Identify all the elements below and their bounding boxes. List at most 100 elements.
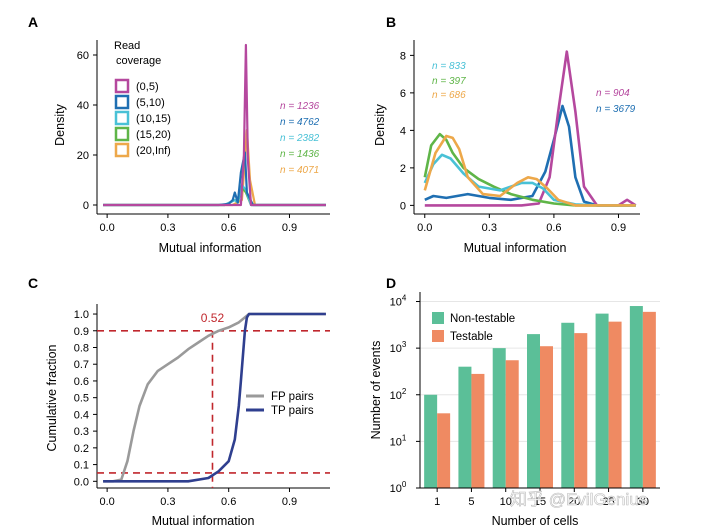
d-bar <box>471 373 485 488</box>
c-ytick-label: 0.6 <box>74 376 89 388</box>
legend-swatch <box>114 78 130 94</box>
d-bar <box>527 334 540 488</box>
d-ytick-label: 102 <box>390 387 407 402</box>
c-ytick-label: 0.7 <box>74 359 89 371</box>
b-series-line <box>423 153 636 207</box>
c-series-line <box>103 312 326 483</box>
d-bar <box>608 321 622 488</box>
d-ytick-label: 100 <box>390 480 407 495</box>
a-xtick-label: 0.6 <box>221 222 236 234</box>
d-ytick-label: 101 <box>390 433 407 448</box>
d-bar <box>561 322 575 488</box>
c-ytick-label: 0.2 <box>74 443 89 455</box>
legend-swatch <box>114 110 130 126</box>
panel-letter-b: B <box>386 14 396 30</box>
b-xtick-label: 0.0 <box>417 222 432 234</box>
legend-label: (0,5) <box>136 81 159 93</box>
c-ytick-label: 0.9 <box>74 326 89 338</box>
legend-label: (15,20) <box>136 129 171 141</box>
panel-d-xlabel: Number of cells <box>492 514 579 528</box>
a-ytick-label: 20 <box>77 150 89 162</box>
panel-a-xlabel: Mutual information <box>159 241 262 255</box>
d-bar <box>642 311 656 488</box>
panel-c-ylabel: Cumulative fraction <box>45 344 59 451</box>
legend-swatch <box>114 142 130 158</box>
c-ytick-label: 0.3 <box>74 426 89 438</box>
b-n-label: n = 3679 <box>596 104 636 115</box>
b-series-line <box>423 134 636 207</box>
b-ytick-label: 8 <box>400 50 406 62</box>
watermark: 知乎 @EvilGenius <box>510 490 647 509</box>
legend-label: (5,10) <box>136 97 165 109</box>
panel-letter-a: A <box>28 14 38 30</box>
a-series-line <box>103 43 326 207</box>
d-legend-swatch <box>432 312 444 324</box>
b-ytick-label: 2 <box>400 163 406 175</box>
d-xtick-label: 25 <box>602 496 614 508</box>
a-n-label: n = 1436 <box>280 149 320 160</box>
c-series-line <box>103 312 326 483</box>
a-xtick-label: 0.9 <box>282 222 297 234</box>
c-ytick-label: 0.4 <box>74 409 89 421</box>
d-bar <box>492 348 506 488</box>
panel-b-ylabel: Density <box>373 103 387 145</box>
d-bar <box>574 333 588 488</box>
c-legend-label: TP pairs <box>271 405 314 417</box>
c-ytick-label: 1.0 <box>74 309 89 321</box>
a-xtick-label: 0.3 <box>160 222 175 234</box>
a-series-line <box>103 186 326 207</box>
d-xtick-label: 30 <box>637 496 649 508</box>
panel-c-xlabel: Mutual information <box>152 514 255 528</box>
b-n-label: n = 397 <box>432 76 466 87</box>
d-xtick-label: 1 <box>434 496 440 508</box>
panel-d-ylabel: Number of events <box>369 341 383 440</box>
panel-b-xlabel: Mutual information <box>464 241 567 255</box>
a-ytick-label: 40 <box>77 100 89 112</box>
a-n-label: n = 4071 <box>280 165 319 176</box>
b-xtick-label: 0.9 <box>611 222 626 234</box>
d-xtick-label: 5 <box>468 496 474 508</box>
legend-label: (20,Inf) <box>136 145 171 157</box>
c-ytick-label: 0.0 <box>74 476 89 488</box>
a-n-label: n = 1236 <box>280 101 320 112</box>
panel-c: 0.52 0.0 0.1 0.2 0.3 0.4 0.5 0.6 0.7 0.8 0.9 1.0 0… <box>45 304 330 528</box>
b-ytick-label: 0 <box>400 200 406 212</box>
a-ytick-label: 60 <box>77 50 89 62</box>
legend-title-line2: coverage <box>116 55 161 67</box>
d-bar <box>437 413 451 488</box>
panel-a: 0 20 40 60 0.0 0.3 0.6 0.9 Density Mutual info… <box>53 40 330 255</box>
d-bar <box>540 346 553 488</box>
panel-letter-d: D <box>386 275 396 291</box>
d-xtick-label: 10 <box>500 496 512 508</box>
c-xtick-label: 0.0 <box>99 496 114 508</box>
a-series-line <box>103 151 326 207</box>
b-xtick-label: 0.6 <box>546 222 561 234</box>
a-series-line <box>103 183 326 207</box>
d-xtick-label: 15 <box>534 496 546 508</box>
a-ytick-label: 0 <box>83 200 89 212</box>
legend-label: (10,15) <box>136 113 171 125</box>
c-xtick-label: 0.3 <box>160 496 175 508</box>
d-ytick-label: 104 <box>390 294 407 309</box>
b-series-line <box>424 104 636 207</box>
d-bar <box>458 366 472 488</box>
panel-letter-c: C <box>28 275 38 291</box>
c-xtick-label: 0.9 <box>282 496 297 508</box>
b-n-label: n = 904 <box>596 88 630 99</box>
b-n-label: n = 833 <box>432 61 466 72</box>
legend-swatch <box>114 126 130 142</box>
c-ytick-label: 0.5 <box>74 393 89 405</box>
panel-b: 0 2 4 6 8 0.0 0.3 0.6 0.9 Density Mutual inform… <box>373 40 640 255</box>
d-legend-label: Non-testable <box>450 313 515 325</box>
a-n-label: n = 2382 <box>280 133 320 144</box>
d-bar <box>424 394 438 488</box>
b-ytick-label: 6 <box>400 88 406 100</box>
legend-swatch <box>114 94 130 110</box>
d-legend-label: Testable <box>450 331 493 343</box>
b-ytick-label: 4 <box>400 125 406 137</box>
c-ytick-label: 0.8 <box>74 342 89 354</box>
d-bar <box>505 360 519 488</box>
c-xtick-label: 0.6 <box>221 496 236 508</box>
